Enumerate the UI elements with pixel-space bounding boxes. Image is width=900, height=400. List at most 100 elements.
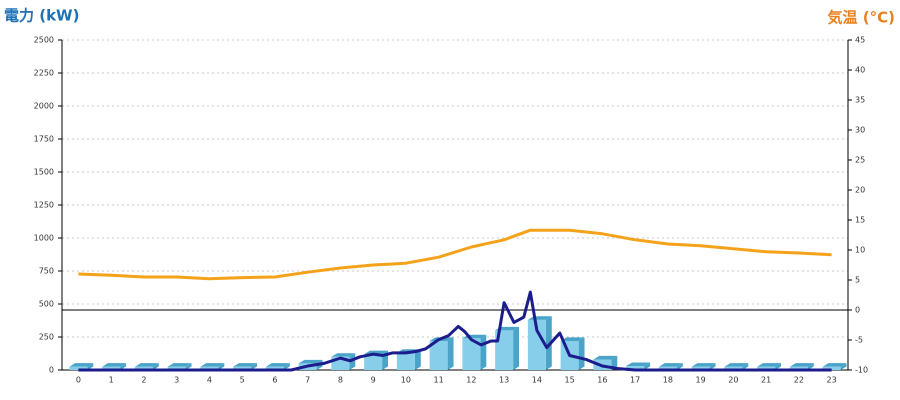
y-tick-label: 1750 xyxy=(34,135,54,144)
y-tick-label: 1500 xyxy=(34,168,54,177)
bar xyxy=(527,319,546,370)
bar-top xyxy=(626,362,651,367)
bar-top xyxy=(69,363,94,367)
y-tick-label: 2500 xyxy=(34,36,54,45)
y2-tick-label: 35 xyxy=(855,96,865,105)
y2-tick-label: 20 xyxy=(855,186,865,195)
bar-side xyxy=(185,363,192,370)
x-tick-label: 16 xyxy=(597,376,607,385)
y-axis-title: 電力 (kW) xyxy=(4,7,79,25)
y2-tick-label: 10 xyxy=(855,246,865,255)
bar xyxy=(462,338,481,370)
y2-tick-label: 25 xyxy=(855,156,865,165)
bar-top xyxy=(200,363,225,367)
x-tick-label: 20 xyxy=(728,376,738,385)
bar-side xyxy=(283,363,290,370)
bar xyxy=(265,366,284,370)
bar-top xyxy=(757,363,782,367)
x-tick-label: 11 xyxy=(434,376,444,385)
x-tick-label: 4 xyxy=(207,376,212,385)
bar xyxy=(691,366,710,370)
bar-side xyxy=(349,353,356,370)
bar xyxy=(134,366,153,370)
bar-top xyxy=(822,363,847,367)
x-tick-label: 22 xyxy=(794,376,804,385)
bar xyxy=(658,366,677,370)
bar-top xyxy=(102,363,127,367)
bar-side xyxy=(513,326,520,370)
bar xyxy=(822,366,841,370)
bar-side xyxy=(480,334,487,370)
bar-top xyxy=(789,363,814,367)
y2-tick-label: 0 xyxy=(855,306,860,315)
y2-axis-title: 気温 (°C) xyxy=(828,9,895,27)
x-tick-label: 18 xyxy=(663,376,673,385)
x-tick-label: 9 xyxy=(371,376,376,385)
bar-top xyxy=(331,353,356,357)
bar-side xyxy=(775,363,782,370)
bar xyxy=(396,352,415,370)
x-tick-label: 19 xyxy=(696,376,706,385)
x-tick-label: 2 xyxy=(141,376,146,385)
x-tick-label: 1 xyxy=(109,376,114,385)
bar xyxy=(233,366,252,370)
x-tick-label: 23 xyxy=(827,376,837,385)
y-tick-label: 2250 xyxy=(34,69,54,78)
bar-side xyxy=(251,363,258,370)
x-tick-label: 3 xyxy=(174,376,179,385)
bar-top xyxy=(658,363,683,367)
x-tick-label: 10 xyxy=(401,376,411,385)
y-tick-label: 1000 xyxy=(34,234,54,243)
bar xyxy=(69,366,88,370)
y2-tick-label: -5 xyxy=(855,336,863,345)
bar-top xyxy=(691,363,716,367)
bar-side xyxy=(676,363,683,370)
bar-side xyxy=(644,362,651,370)
bar xyxy=(495,330,514,370)
bar xyxy=(200,366,219,370)
line xyxy=(78,290,832,372)
bar-top xyxy=(593,355,618,360)
x-tick-label: 14 xyxy=(532,376,542,385)
bar-top xyxy=(134,363,159,367)
bar-top xyxy=(298,359,323,364)
y2-tick-label: -10 xyxy=(855,366,868,375)
bar-side xyxy=(447,337,454,370)
bar xyxy=(757,366,776,370)
x-tick-label: 21 xyxy=(761,376,771,385)
bar-side xyxy=(414,349,421,370)
x-tick-label: 5 xyxy=(240,376,245,385)
bar-side xyxy=(742,363,749,370)
bar-top xyxy=(560,337,585,341)
y2-tick-label: 40 xyxy=(855,66,865,75)
y2-tick-label: 45 xyxy=(855,36,865,45)
bar xyxy=(429,340,448,370)
bar-side xyxy=(578,337,585,370)
y-tick-label: 500 xyxy=(39,300,54,309)
y2-tick-label: 5 xyxy=(855,276,860,285)
x-tick-label: 0 xyxy=(76,376,81,385)
bar xyxy=(789,366,808,370)
x-tick-label: 12 xyxy=(466,376,476,385)
y2-tick-label: 30 xyxy=(855,126,865,135)
y-tick-label: 0 xyxy=(49,366,54,375)
y-tick-label: 2000 xyxy=(34,102,54,111)
y-tick-label: 1250 xyxy=(34,201,54,210)
bar-side xyxy=(709,363,716,370)
bar-side xyxy=(807,363,814,370)
x-tick-label: 8 xyxy=(338,376,343,385)
bar xyxy=(364,354,383,370)
y-tick-label: 250 xyxy=(39,333,54,342)
line xyxy=(78,228,832,281)
bar-top xyxy=(265,363,290,367)
bar-side xyxy=(840,363,847,370)
bar-side xyxy=(120,363,127,370)
bar-top xyxy=(167,363,192,367)
x-tick-label: 17 xyxy=(630,376,640,385)
y-tick-label: 750 xyxy=(39,267,54,276)
bar-top xyxy=(724,363,749,367)
bar-top xyxy=(233,363,258,367)
bar xyxy=(102,366,121,370)
x-tick-label: 15 xyxy=(565,376,575,385)
